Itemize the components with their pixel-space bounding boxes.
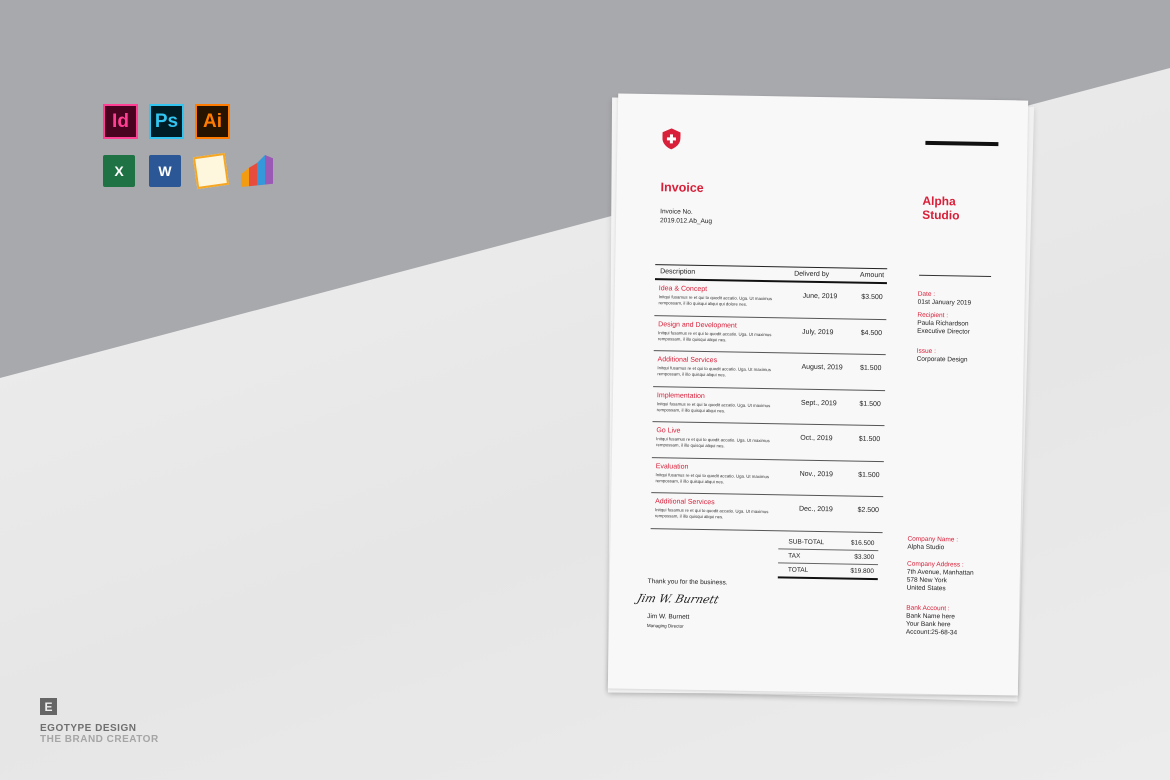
item-date: June, 2019 [802, 292, 838, 301]
item-date: July, 2019 [802, 328, 834, 336]
item-title: Evaluation [655, 462, 689, 471]
recipient-role: Executive Director [917, 327, 970, 336]
total-label: TAX [788, 552, 801, 560]
total-label: SUB-TOTAL [788, 538, 825, 547]
item-description: Initqui fusamus re et qui to quodit acca… [654, 507, 769, 520]
company-heading-line: Studio [922, 207, 960, 223]
invoice-document: Invoice Invoice No. 2019.012.Ab_Aug Alph… [607, 93, 1029, 696]
company-block: Company Name : Alpha Studio Company Addr… [906, 536, 975, 638]
items-table: Description Deliverd by Amount Idea & Co… [650, 264, 888, 533]
invoice-number-value: 2019.012.Ab_Aug [659, 216, 713, 225]
photoshop-icon: Ps [149, 104, 184, 139]
item-date: Oct., 2019 [800, 434, 833, 443]
item-amount: $2.500 [857, 506, 880, 515]
item-description: Initqui fusamus re et qui to quodit acca… [657, 329, 772, 342]
invoice-title: Invoice [660, 180, 704, 195]
totals: SUB-TOTAL $16.500 TAX $3.300 TOTAL $19.800 [777, 535, 879, 581]
item-description: Initqui fusamus re et qui to quodit acca… [658, 294, 773, 307]
signature: Jim W. Burnett [635, 591, 721, 607]
illustrator-icon: Ai [195, 104, 230, 139]
item-description: Initqui fusamus re et qui to quodit acca… [656, 436, 770, 449]
brand-logo: E EGOTYPE DESIGN THE BRAND CREATOR [40, 698, 159, 745]
signer-name: Jim W. Burnett [647, 613, 690, 621]
item-title: Additional Services [657, 356, 718, 365]
date-value: 01st January 2019 [917, 298, 972, 307]
excel-icon: X [103, 155, 135, 187]
header-bar [925, 140, 999, 147]
item-description: Initqui fusamus re et qui to quodit acca… [656, 400, 771, 413]
header-amount: Amount [859, 271, 885, 280]
item-amount: $4.500 [860, 329, 883, 337]
table-row: Implementation Initqui fusamus re et qui… [652, 386, 886, 427]
divider [919, 274, 992, 278]
thanks-note: Thank you for the business. [647, 578, 728, 587]
table-row: Additional Services Initqui fusamus re e… [653, 351, 886, 391]
header-delivered: Deliverd by [794, 270, 830, 279]
brand-mark: E [40, 698, 57, 715]
shield-logo-icon [662, 128, 681, 150]
table-row: Go Live Initqui fusamus re et qui to quo… [651, 422, 885, 462]
item-title: Design and Development [658, 320, 737, 330]
indesign-icon: Id [103, 104, 138, 139]
item-description: Initqui fusamus re et qui to quodit acca… [657, 365, 771, 378]
table-row: Idea & Concept Initqui fusamus re et qui… [654, 280, 887, 320]
invoice-number: Invoice No. 2019.012.Ab_Aug [660, 208, 712, 226]
item-description: Initqui fusamus re et qui to quodit acca… [655, 471, 770, 484]
item-title: Idea & Concept [658, 285, 708, 294]
item-date: August, 2019 [801, 363, 843, 372]
invoice-number-label: Invoice No. [660, 208, 693, 216]
item-title: Go Live [656, 427, 681, 435]
total-value: $3.300 [854, 553, 875, 562]
company-heading: Alpha Studio [922, 194, 960, 223]
item-date: Sept., 2019 [800, 399, 837, 407]
brand-name: EGOTYPE DESIGN [40, 723, 137, 734]
signer-role: Managing Director [646, 623, 684, 629]
header-description: Description [660, 268, 696, 276]
item-amount: $1.500 [859, 364, 882, 373]
item-amount: $1.500 [858, 435, 881, 444]
brand-tagline: THE BRAND CREATOR [40, 734, 159, 745]
numbers-icon [241, 155, 273, 187]
address-line: United States [906, 584, 946, 593]
issue-value: Corporate Design [916, 355, 968, 364]
item-date: Nov., 2019 [799, 470, 834, 478]
item-amount: $1.500 [858, 471, 880, 479]
bank-line: Account:25-68-34 [905, 628, 958, 637]
company-heading-line: Alpha [922, 193, 956, 209]
total-value: $16.500 [850, 539, 875, 548]
item-amount: $3.500 [861, 293, 883, 302]
company-name-value: Alpha Studio [907, 543, 945, 552]
total-label: TOTAL [787, 566, 809, 574]
item-title: Additional Services [655, 498, 715, 507]
item-amount: $1.500 [859, 400, 881, 408]
table-row: Additional Services Initqui fusamus re e… [650, 493, 884, 533]
date-block: Date : 01st January 2019 Recipient : Pau… [917, 291, 972, 365]
pages-icon [192, 152, 230, 190]
item-title: Implementation [656, 391, 705, 400]
table-row: Design and Development Initqui fusamus r… [653, 315, 887, 356]
total-row: TOTAL $19.800 [777, 563, 879, 581]
total-value: $19.800 [850, 567, 874, 576]
item-date: Dec., 2019 [798, 505, 833, 514]
word-icon: W [149, 155, 181, 187]
table-row: Evaluation Initqui fusamus re et qui to … [651, 457, 884, 498]
